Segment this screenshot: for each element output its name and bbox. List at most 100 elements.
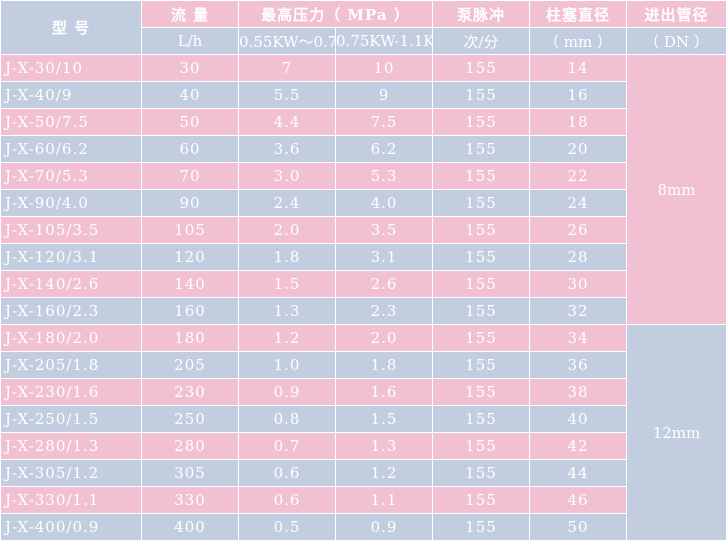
cell-model: J-X-400/0.9 <box>1 514 142 541</box>
cell-pressure-a: 0.5 <box>239 514 336 541</box>
cell-diameter: 22 <box>530 163 627 190</box>
cell-pressure-a: 0.6 <box>239 460 336 487</box>
cell-model: J-X-90/4.0 <box>1 190 142 217</box>
cell-pulse: 155 <box>433 379 530 406</box>
header-pulse: 泵脉冲 <box>433 1 530 28</box>
cell-flow: 105 <box>142 217 239 244</box>
cell-model: J-X-70/5.3 <box>1 163 142 190</box>
header-pressure: 最高压力（ MPa ） <box>239 1 433 28</box>
cell-pressure-b: 6.2 <box>336 136 433 163</box>
cell-pressure-b: 4.0 <box>336 190 433 217</box>
cell-port-group: 12mm <box>627 325 726 541</box>
cell-diameter: 34 <box>530 325 627 352</box>
header-pressure-b: 0.75KW-1.1KW <box>336 28 433 55</box>
cell-flow: 140 <box>142 271 239 298</box>
cell-diameter: 42 <box>530 433 627 460</box>
cell-diameter: 28 <box>530 244 627 271</box>
cell-diameter: 16 <box>530 82 627 109</box>
cell-flow: 60 <box>142 136 239 163</box>
header-pressure-a: 0.55KW～0.75KW <box>239 28 336 55</box>
cell-model: J-X-205/1.8 <box>1 352 142 379</box>
cell-model: J-X-30/10 <box>1 55 142 82</box>
cell-model: J-X-305/1.2 <box>1 460 142 487</box>
header-diameter: 柱塞直径 <box>530 1 627 28</box>
cell-pulse: 155 <box>433 190 530 217</box>
cell-pulse: 155 <box>433 55 530 82</box>
cell-diameter: 24 <box>530 190 627 217</box>
cell-flow: 230 <box>142 379 239 406</box>
cell-pressure-b: 9 <box>336 82 433 109</box>
header-port-unit: （ DN ） <box>627 28 726 55</box>
cell-diameter: 14 <box>530 55 627 82</box>
cell-pressure-b: 1.6 <box>336 379 433 406</box>
cell-flow: 305 <box>142 460 239 487</box>
cell-flow: 120 <box>142 244 239 271</box>
cell-pressure-a: 1.2 <box>239 325 336 352</box>
cell-pulse: 155 <box>433 514 530 541</box>
cell-pressure-a: 0.8 <box>239 406 336 433</box>
cell-pulse: 155 <box>433 82 530 109</box>
cell-diameter: 46 <box>530 487 627 514</box>
cell-flow: 40 <box>142 82 239 109</box>
cell-pressure-a: 7 <box>239 55 336 82</box>
cell-model: J-X-50/7.5 <box>1 109 142 136</box>
cell-flow: 250 <box>142 406 239 433</box>
cell-diameter: 20 <box>530 136 627 163</box>
cell-flow: 90 <box>142 190 239 217</box>
cell-model: J-X-140/2.6 <box>1 271 142 298</box>
cell-pulse: 155 <box>433 460 530 487</box>
header-row: 型 号 流 量 最高压力（ MPa ） 泵脉冲 柱塞直径 进出管径 <box>1 1 726 28</box>
cell-pressure-b: 1.2 <box>336 460 433 487</box>
cell-pulse: 155 <box>433 271 530 298</box>
cell-flow: 50 <box>142 109 239 136</box>
cell-diameter: 44 <box>530 460 627 487</box>
cell-pressure-a: 3.0 <box>239 163 336 190</box>
cell-pressure-a: 3.6 <box>239 136 336 163</box>
cell-pressure-b: 2.6 <box>336 271 433 298</box>
cell-model: J-X-250/1.5 <box>1 406 142 433</box>
cell-pressure-b: 2.0 <box>336 325 433 352</box>
cell-diameter: 40 <box>530 406 627 433</box>
cell-diameter: 36 <box>530 352 627 379</box>
cell-flow: 180 <box>142 325 239 352</box>
cell-pressure-b: 3.5 <box>336 217 433 244</box>
cell-pressure-a: 1.8 <box>239 244 336 271</box>
cell-pressure-a: 2.4 <box>239 190 336 217</box>
cell-pressure-b: 1.5 <box>336 406 433 433</box>
header-port: 进出管径 <box>627 1 726 28</box>
cell-model: J-X-105/3.5 <box>1 217 142 244</box>
cell-pressure-a: 4.4 <box>239 109 336 136</box>
cell-pressure-a: 2.0 <box>239 217 336 244</box>
cell-pulse: 155 <box>433 136 530 163</box>
cell-pressure-b: 1.3 <box>336 433 433 460</box>
cell-diameter: 26 <box>530 217 627 244</box>
cell-pulse: 155 <box>433 298 530 325</box>
cell-pulse: 155 <box>433 217 530 244</box>
cell-pressure-b: 2.3 <box>336 298 433 325</box>
cell-pressure-a: 1.0 <box>239 352 336 379</box>
cell-pressure-b: 7.5 <box>336 109 433 136</box>
cell-pressure-b: 3.1 <box>336 244 433 271</box>
cell-model: J-X-280/1.3 <box>1 433 142 460</box>
cell-pressure-b: 5.3 <box>336 163 433 190</box>
cell-diameter: 32 <box>530 298 627 325</box>
cell-flow: 70 <box>142 163 239 190</box>
cell-pulse: 155 <box>433 163 530 190</box>
cell-diameter: 50 <box>530 514 627 541</box>
cell-flow: 280 <box>142 433 239 460</box>
